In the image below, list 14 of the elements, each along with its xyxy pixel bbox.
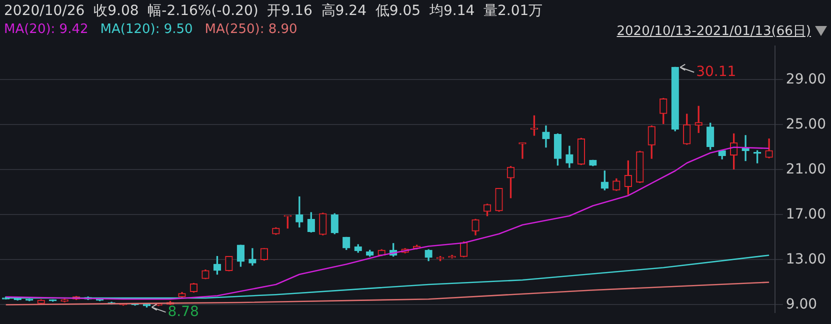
y-tick-label: 13.00 <box>786 251 826 268</box>
y-tick-label: 17.00 <box>786 206 826 222</box>
text: MA(250): 8.90 <box>204 22 298 37</box>
annotation: 8.78 <box>168 304 199 320</box>
candlestick <box>248 248 256 266</box>
y-tick-label: 21.00 <box>786 161 826 178</box>
y-tick-label: 9.00 <box>786 296 818 312</box>
text: MA(120): 9.50 <box>100 22 193 37</box>
chart-subtitle: 2020/10/13-2021/01/13(66日) <box>616 23 811 40</box>
y-tick-label: 25.00 <box>786 116 826 132</box>
y-tick-label: 29.00 <box>786 71 826 88</box>
text: MA(20): 9.42 <box>4 22 88 37</box>
chart-title: 2020/10/26 收9.08 幅-2.16%(-0.20) 开9.16 高9.24 低9.05 均9.14 量2.01万 <box>4 2 543 20</box>
annotation: 30.11 <box>696 64 736 80</box>
